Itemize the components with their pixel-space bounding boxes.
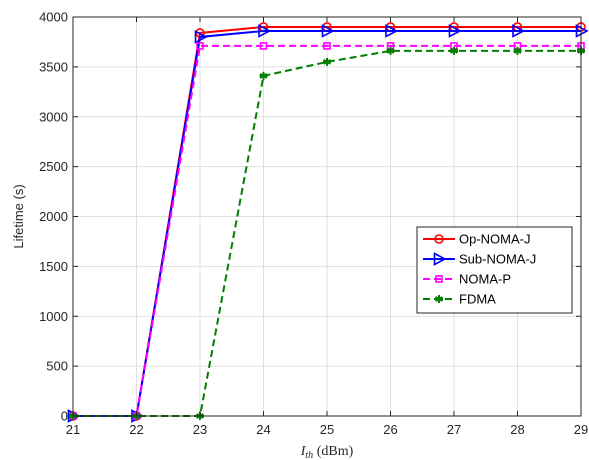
data-point-noma-p <box>259 42 268 50</box>
legend-label: NOMA-P <box>459 272 511 287</box>
data-point-fdma <box>513 46 522 55</box>
y-tick-label: 2000 <box>39 209 68 224</box>
legend-marker <box>435 295 443 303</box>
data-point-sub-noma-j <box>512 24 526 38</box>
legend-label: Sub-NOMA-J <box>459 252 536 267</box>
legend: Op-NOMA-J Sub-NOMA-J NOMA-P FDMA <box>416 226 573 314</box>
series-line-fdma <box>73 49 581 417</box>
x-tick-label: 22 <box>129 422 143 437</box>
x-axis-label: Ith (dBm) <box>300 444 354 460</box>
axis-ticks: 21 22 23 24 25 26 27 28 29 0 500 1000 1500 2000 2500 30… <box>39 10 588 438</box>
x-tick-label: 28 <box>510 422 524 437</box>
y-tick-label: 4000 <box>39 10 68 25</box>
y-tick-label: 3000 <box>39 109 68 124</box>
x-tick-label: 29 <box>574 422 588 437</box>
data-point-fdma <box>386 46 395 55</box>
x-axis-label-unit: (dBm) <box>313 444 353 459</box>
data-point-noma-p <box>323 42 331 50</box>
data-point-sub-noma-j <box>321 24 335 38</box>
data-point-sub-noma-j <box>194 30 208 44</box>
x-axis-label-subscript: th <box>305 450 313 460</box>
legend-marker <box>435 275 443 283</box>
legend-label: FDMA <box>459 292 496 307</box>
legend-marker <box>434 234 444 244</box>
x-axis-label-symbol: I <box>300 444 307 459</box>
data-point-sub-noma-j <box>258 24 272 38</box>
x-tick-label: 24 <box>256 422 270 437</box>
legend-marker <box>433 252 447 266</box>
x-tick-label: 25 <box>320 422 334 437</box>
legend-label: Op-NOMA-J <box>459 232 531 247</box>
y-tick-label: 1500 <box>39 259 68 274</box>
y-tick-label: 500 <box>46 359 68 374</box>
data-point-noma-p <box>196 42 204 50</box>
x-tick-label: 23 <box>193 422 207 437</box>
y-tick-label: 2500 <box>39 159 68 174</box>
data-point-sub-noma-j <box>385 24 399 38</box>
legend-entry-op-noma-j: Op-NOMA-J <box>423 232 531 247</box>
data-point-sub-noma-j <box>448 24 462 38</box>
x-tick-label: 21 <box>66 422 80 437</box>
legend-entry-noma-p: NOMA-P <box>423 272 511 287</box>
y-axis-label: Lifetime (s) <box>11 184 26 248</box>
legend-entry-sub-noma-j: Sub-NOMA-J <box>423 252 536 267</box>
data-point-fdma <box>323 57 331 66</box>
x-tick-label: 27 <box>447 422 461 437</box>
data-point-fdma <box>450 46 458 55</box>
series-fdma <box>69 46 585 420</box>
data-point-sub-noma-j <box>575 24 589 38</box>
x-tick-label: 26 <box>383 422 397 437</box>
y-tick-label: 3500 <box>39 59 68 74</box>
legend-entry-fdma: FDMA <box>423 292 496 307</box>
y-tick-label: 1000 <box>39 309 68 324</box>
series-line-noma-p <box>73 44 581 417</box>
y-tick-label: 0 <box>61 409 68 424</box>
data-point-fdma <box>259 71 268 80</box>
